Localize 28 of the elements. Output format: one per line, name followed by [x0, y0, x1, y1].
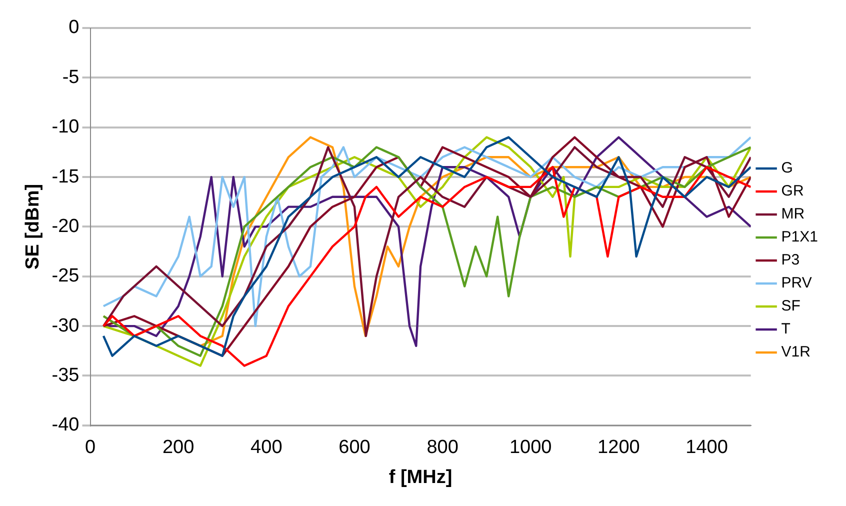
x-tick-label: 400: [250, 437, 282, 458]
y-tick-label: -10: [52, 116, 80, 138]
legend-label: V1R: [781, 344, 811, 361]
legend-label: MR: [781, 206, 805, 223]
legend-label: PRV: [781, 274, 812, 292]
x-tick-label: 1400: [686, 437, 728, 458]
y-tick-label: 0: [68, 17, 80, 38]
legend-label: G: [781, 160, 793, 177]
y-tick-label: -20: [52, 216, 80, 237]
y-tick-label: -15: [52, 166, 80, 188]
x-tick-label: 600: [338, 437, 370, 458]
x-axis-title: f [MHz]: [388, 466, 452, 488]
x-tick-label: 800: [426, 437, 458, 458]
y-tick-label: -35: [52, 364, 80, 386]
y-axis-title: SE [dBm]: [22, 184, 44, 270]
x-tick-label: 1200: [598, 437, 640, 458]
legend-label: P1X1: [781, 228, 818, 246]
x-tick-label: 200: [162, 437, 194, 458]
legend-label: SF: [781, 298, 800, 315]
y-tick-label: -25: [52, 266, 80, 287]
legend-label: P3: [781, 252, 800, 269]
legend-label: T: [781, 320, 790, 338]
x-tick-label: 0: [84, 437, 96, 458]
legend-label: GR: [781, 182, 804, 200]
x-tick-label: 1000: [509, 437, 552, 458]
y-tick-label: -30: [52, 315, 80, 336]
y-tick-label: -40: [52, 414, 80, 436]
y-tick-label: -5: [62, 66, 80, 88]
